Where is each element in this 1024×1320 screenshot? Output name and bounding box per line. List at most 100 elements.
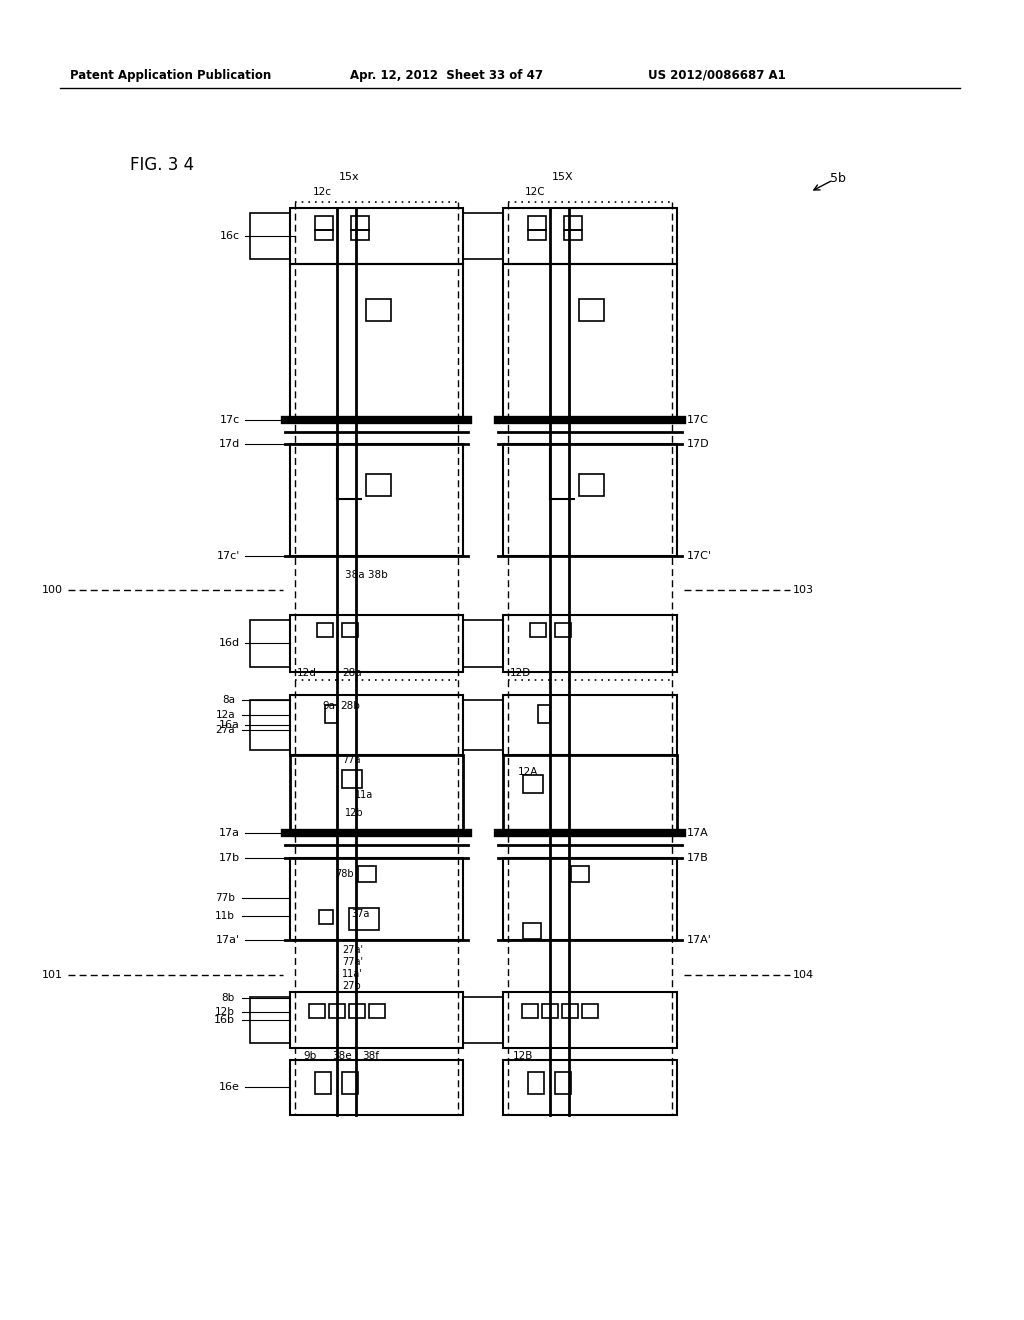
Text: 16e: 16e [219, 1082, 240, 1092]
Text: 12A: 12A [518, 767, 539, 777]
Bar [325, 705, 337, 723]
Text: 12B: 12B [513, 1051, 534, 1061]
Bar [290, 696, 463, 755]
Bar [329, 1005, 345, 1018]
Bar [351, 216, 369, 230]
Text: 11b: 11b [215, 911, 234, 921]
Bar [571, 866, 589, 882]
Bar [562, 1005, 578, 1018]
Bar [523, 775, 543, 793]
Bar [523, 923, 541, 939]
Bar [351, 230, 369, 240]
Bar [358, 866, 376, 882]
Bar [555, 623, 571, 638]
Text: 17d: 17d [219, 440, 240, 449]
Bar [503, 615, 677, 672]
Bar [503, 444, 677, 556]
Text: 38e: 38e [332, 1051, 351, 1061]
Text: FIG. 3 4: FIG. 3 4 [130, 156, 195, 174]
Text: 17b: 17b [219, 853, 240, 863]
Bar [463, 620, 503, 667]
Bar [528, 216, 546, 230]
Text: 9b: 9b [304, 1051, 317, 1061]
Bar [290, 1060, 463, 1115]
Text: 17C': 17C' [687, 550, 712, 561]
Bar [366, 474, 391, 496]
Text: 16c: 16c [220, 231, 240, 242]
Bar [319, 909, 333, 924]
Text: 27a': 27a' [342, 945, 362, 954]
Bar [530, 623, 546, 638]
Text: 12C: 12C [524, 187, 545, 197]
Text: 27a: 27a [215, 725, 234, 735]
Bar [582, 1005, 598, 1018]
Bar [290, 444, 463, 556]
Bar [369, 1005, 385, 1018]
Text: 27b: 27b [342, 981, 360, 991]
Bar [349, 908, 379, 931]
Bar [538, 705, 550, 723]
Bar [463, 997, 503, 1043]
Text: 17D: 17D [687, 440, 710, 449]
Text: 77a: 77a [342, 755, 360, 766]
Text: 12a: 12a [215, 710, 234, 719]
Bar [290, 264, 463, 420]
Bar [290, 858, 463, 940]
Bar [342, 623, 358, 638]
Bar [579, 474, 604, 496]
Bar [290, 209, 463, 264]
Bar [503, 1060, 677, 1115]
Text: 77b: 77b [215, 894, 234, 903]
Text: 37a: 37a [351, 909, 370, 919]
Bar [349, 1005, 365, 1018]
Bar [503, 696, 677, 755]
Text: 17A': 17A' [687, 935, 712, 945]
Text: 16a: 16a [219, 719, 240, 730]
Bar [503, 209, 677, 264]
Text: 104: 104 [793, 970, 814, 979]
Text: 5b: 5b [830, 172, 846, 185]
Text: 17a': 17a' [216, 935, 240, 945]
Text: 78b: 78b [336, 869, 354, 879]
Text: 8b: 8b [222, 993, 234, 1003]
Bar [463, 213, 503, 259]
Text: 77a': 77a' [342, 957, 362, 968]
Bar [564, 216, 582, 230]
Bar [522, 1005, 538, 1018]
Bar [315, 1072, 331, 1094]
Text: 12D: 12D [510, 668, 531, 678]
Bar [503, 264, 677, 420]
Text: 17A: 17A [687, 828, 709, 838]
Text: 38a 38b: 38a 38b [345, 570, 388, 579]
Bar [250, 213, 290, 259]
Bar [503, 993, 677, 1048]
Text: 38f: 38f [362, 1051, 379, 1061]
Bar [503, 858, 677, 940]
Text: 17B: 17B [687, 853, 709, 863]
Text: Patent Application Publication: Patent Application Publication [70, 69, 271, 82]
Bar [290, 755, 463, 833]
Bar [463, 700, 503, 750]
Text: 11a: 11a [355, 789, 374, 800]
Bar [503, 755, 677, 833]
Text: 12d: 12d [297, 668, 316, 678]
Text: 17C: 17C [687, 414, 709, 425]
Text: 12b: 12b [215, 1007, 234, 1016]
Bar [555, 1072, 571, 1094]
Text: 16b: 16b [214, 1015, 234, 1026]
Bar [342, 770, 362, 788]
Text: 15X: 15X [552, 172, 573, 182]
Text: 28a: 28a [342, 668, 361, 678]
Bar [528, 1072, 544, 1094]
Bar [290, 993, 463, 1048]
Text: Apr. 12, 2012  Sheet 33 of 47: Apr. 12, 2012 Sheet 33 of 47 [350, 69, 543, 82]
Bar [290, 615, 463, 672]
Text: 12b: 12b [345, 808, 364, 818]
Bar [342, 1072, 358, 1094]
Bar [564, 230, 582, 240]
Bar [366, 300, 391, 321]
Bar [309, 1005, 325, 1018]
Text: 100: 100 [42, 585, 63, 595]
Bar [542, 1005, 558, 1018]
Bar [315, 230, 333, 240]
